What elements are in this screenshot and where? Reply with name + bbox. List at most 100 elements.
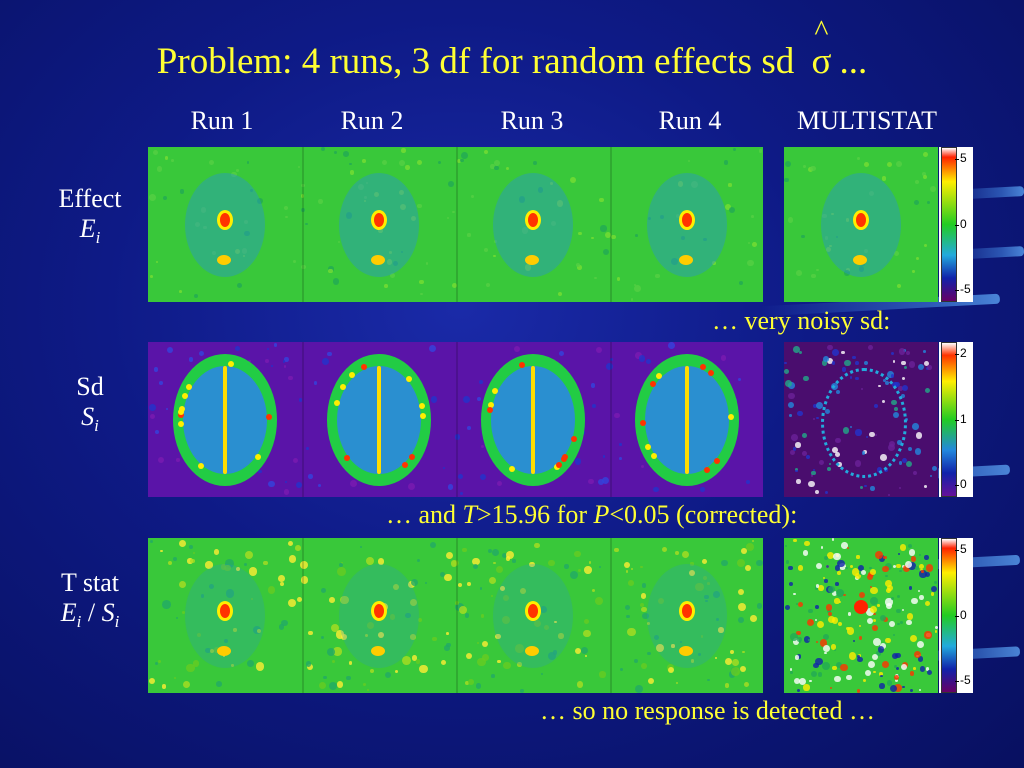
noise-speck <box>647 622 650 626</box>
noise-speck <box>788 382 795 389</box>
noise-speck <box>926 667 930 671</box>
noise-speck <box>244 550 253 559</box>
noise-speck <box>896 161 902 168</box>
noise-speck <box>924 631 932 639</box>
noise-speck <box>326 648 335 657</box>
noise-speck <box>852 355 856 359</box>
noise-speck <box>464 613 470 618</box>
noise-speck <box>840 664 848 672</box>
noise-speck <box>209 584 215 590</box>
noise-speck <box>858 625 862 628</box>
noise-speck <box>454 434 461 440</box>
noise-speck <box>809 679 813 683</box>
noise-speck <box>927 365 932 370</box>
colorbar-tick-mark <box>955 485 959 486</box>
noise-speck <box>411 216 417 222</box>
noise-speck <box>788 392 795 400</box>
noise-speck <box>270 364 274 368</box>
noise-speck <box>798 601 804 607</box>
noise-speck <box>220 563 227 570</box>
noise-speck <box>728 183 732 187</box>
noise-speck <box>675 213 680 218</box>
noise-speck <box>444 645 451 651</box>
noise-speck <box>934 630 938 633</box>
noise-speck <box>203 225 208 230</box>
noise-speck <box>493 159 501 167</box>
noise-speck <box>569 570 578 579</box>
noise-speck <box>815 416 819 420</box>
noise-speck <box>581 646 589 654</box>
noise-speck <box>198 350 205 357</box>
noise-speck <box>922 152 928 157</box>
noise-speck <box>703 237 707 242</box>
noise-speck <box>452 210 455 214</box>
noise-speck <box>802 433 808 439</box>
noise-speck <box>361 159 366 163</box>
noise-speck <box>798 640 802 643</box>
noise-speck <box>787 401 794 408</box>
noise-speck <box>690 659 695 664</box>
noise-speck <box>313 381 318 385</box>
noise-speck <box>855 572 862 579</box>
noise-speck <box>791 434 798 441</box>
noise-speck <box>808 481 815 488</box>
noise-speck <box>327 351 332 357</box>
noise-speck <box>574 458 582 465</box>
noise-speck <box>831 212 834 216</box>
noise-speck <box>838 600 842 604</box>
noise-speck <box>920 570 924 574</box>
noise-speck <box>350 479 358 487</box>
high-sd-spot <box>265 413 272 420</box>
noise-speck <box>797 689 801 693</box>
noise-speck <box>826 344 833 351</box>
noise-speck <box>537 187 544 193</box>
noise-speck <box>336 681 344 688</box>
noise-speck <box>494 165 499 171</box>
activation-spot <box>220 603 230 618</box>
noise-speck <box>241 248 248 254</box>
noise-speck <box>600 225 607 232</box>
noise-speck <box>231 171 238 178</box>
noise-speck <box>834 598 840 604</box>
noise-speck <box>909 688 914 693</box>
noise-speck <box>438 161 442 165</box>
noise-speck <box>417 160 423 166</box>
noise-speck <box>557 291 562 297</box>
activation-spot <box>854 600 868 614</box>
noise-speck <box>907 613 914 620</box>
noise-speck <box>789 414 792 417</box>
activation-spot <box>217 645 231 656</box>
noise-speck <box>551 220 557 226</box>
run-separator <box>456 147 458 302</box>
high-sd-spot <box>700 364 707 371</box>
activation-spot <box>371 254 385 265</box>
noise-speck <box>823 634 830 641</box>
noise-speck <box>588 561 592 565</box>
noise-speck <box>689 569 696 576</box>
noise-speck <box>846 674 852 681</box>
noise-speck <box>831 590 838 597</box>
noise-speck <box>827 616 835 624</box>
noise-speck <box>886 602 892 609</box>
noise-speck <box>320 636 324 640</box>
noise-speck <box>910 635 918 643</box>
noise-speck <box>739 666 746 673</box>
noise-speck <box>307 630 313 636</box>
noise-speck <box>647 216 652 221</box>
noise-speck <box>835 582 839 586</box>
noise-speck <box>243 219 248 225</box>
run-separator <box>456 342 458 497</box>
noise-speck <box>691 180 699 188</box>
noise-speck <box>846 627 855 636</box>
noise-speck <box>819 639 828 647</box>
noise-speck <box>793 638 800 645</box>
noise-speck <box>400 204 407 211</box>
noise-speck <box>660 214 665 220</box>
midline <box>223 365 227 474</box>
noise-speck <box>493 254 496 258</box>
noise-speck <box>790 671 793 674</box>
noise-speck <box>441 659 447 665</box>
noise-speck <box>879 674 883 678</box>
noise-speck <box>645 358 652 365</box>
noise-speck <box>756 603 763 609</box>
